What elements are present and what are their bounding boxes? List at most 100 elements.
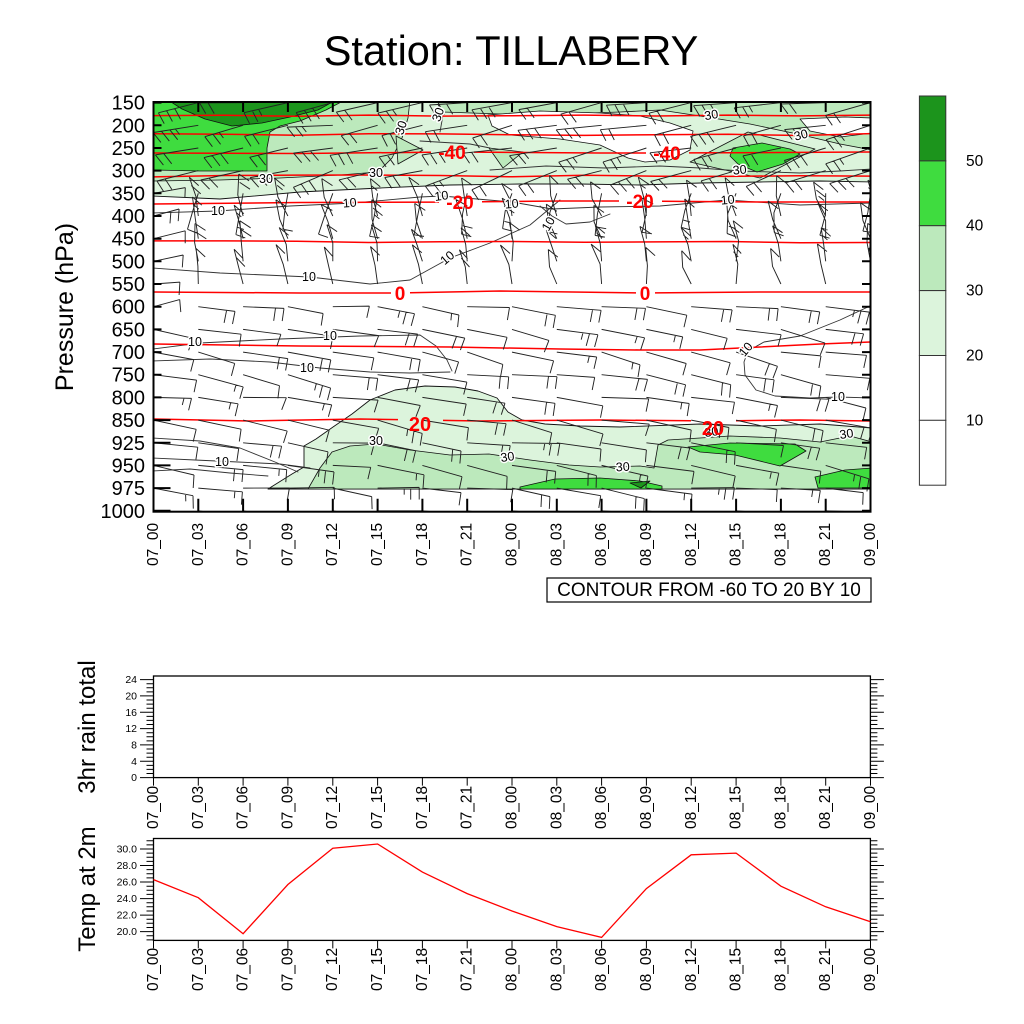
svg-text:30: 30: [792, 127, 809, 144]
svg-text:0: 0: [640, 284, 651, 305]
svg-text:07_18: 07_18: [414, 786, 431, 829]
svg-text:Temp at 2m: Temp at 2m: [74, 826, 101, 951]
svg-text:600: 600: [112, 297, 145, 319]
svg-text:30: 30: [369, 434, 383, 448]
svg-text:950: 950: [112, 455, 145, 477]
svg-text:10: 10: [966, 412, 984, 429]
svg-text:20: 20: [702, 418, 724, 440]
svg-text:08_12: 08_12: [683, 786, 700, 829]
svg-text:08_03: 08_03: [548, 786, 565, 829]
svg-text:08_06: 08_06: [593, 948, 610, 991]
svg-text:08_15: 08_15: [728, 523, 745, 566]
svg-text:500: 500: [112, 251, 145, 273]
svg-text:07_09: 07_09: [279, 948, 296, 991]
svg-text:10: 10: [720, 192, 735, 207]
svg-text:07_03: 07_03: [190, 948, 207, 991]
svg-text:1000: 1000: [101, 501, 146, 523]
svg-text:30: 30: [615, 460, 630, 475]
svg-text:450: 450: [112, 229, 145, 251]
svg-text:16: 16: [125, 707, 137, 719]
svg-text:10: 10: [302, 270, 316, 284]
svg-text:CONTOUR FROM -60 TO 20 BY 10: CONTOUR FROM -60 TO 20 BY 10: [557, 580, 861, 601]
svg-text:08_18: 08_18: [772, 786, 789, 829]
svg-text:50: 50: [966, 153, 984, 170]
svg-text:750: 750: [112, 365, 145, 387]
svg-text:07_00: 07_00: [145, 948, 162, 991]
svg-text:08_12: 08_12: [683, 948, 700, 991]
svg-text:30: 30: [966, 283, 984, 300]
svg-text:20: 20: [125, 690, 137, 702]
svg-text:07_09: 07_09: [279, 786, 296, 829]
svg-text:350: 350: [112, 183, 145, 205]
svg-text:07_15: 07_15: [369, 948, 386, 991]
svg-text:07_21: 07_21: [459, 786, 476, 829]
svg-text:07_06: 07_06: [235, 786, 252, 829]
svg-text:10: 10: [504, 196, 519, 211]
svg-text:650: 650: [112, 319, 145, 341]
svg-text:12: 12: [125, 723, 137, 735]
svg-text:10: 10: [211, 204, 225, 218]
svg-text:10: 10: [188, 335, 202, 349]
svg-text:0: 0: [395, 284, 406, 305]
svg-text:08_18: 08_18: [772, 523, 789, 566]
svg-text:09_00: 09_00: [862, 523, 879, 566]
svg-text:30: 30: [259, 172, 273, 186]
svg-text:30: 30: [392, 119, 410, 137]
svg-text:08_03: 08_03: [548, 523, 565, 566]
svg-text:07_12: 07_12: [324, 948, 341, 991]
svg-text:22.0: 22.0: [117, 910, 138, 922]
svg-text:08_06: 08_06: [593, 786, 610, 829]
svg-text:07_18: 07_18: [414, 523, 431, 566]
svg-text:07_12: 07_12: [324, 786, 341, 829]
svg-text:-20: -20: [446, 193, 473, 214]
svg-text:07_15: 07_15: [369, 523, 386, 566]
svg-text:800: 800: [112, 387, 145, 409]
svg-text:4: 4: [131, 756, 137, 768]
svg-text:30: 30: [732, 162, 747, 177]
svg-text:08_21: 08_21: [817, 523, 834, 566]
svg-text:07_15: 07_15: [369, 786, 386, 829]
svg-text:3hr rain total: 3hr rain total: [74, 660, 101, 793]
svg-text:-40: -40: [438, 143, 465, 164]
svg-text:10: 10: [323, 329, 337, 343]
svg-text:08_00: 08_00: [504, 786, 521, 829]
svg-text:-40: -40: [653, 144, 680, 165]
svg-text:07_03: 07_03: [190, 523, 207, 566]
svg-text:20: 20: [966, 348, 984, 365]
svg-text:550: 550: [112, 274, 145, 296]
svg-text:20: 20: [409, 414, 431, 436]
svg-text:975: 975: [112, 478, 145, 500]
svg-text:08_15: 08_15: [728, 786, 745, 829]
svg-text:850: 850: [112, 410, 145, 432]
svg-text:30: 30: [839, 426, 855, 442]
svg-text:08_09: 08_09: [638, 523, 655, 566]
svg-text:925: 925: [112, 433, 145, 455]
svg-text:250: 250: [112, 138, 145, 160]
svg-text:07_09: 07_09: [279, 523, 296, 566]
svg-text:0: 0: [131, 772, 137, 784]
svg-text:20.0: 20.0: [117, 926, 138, 938]
svg-text:700: 700: [112, 342, 145, 364]
svg-text:07_06: 07_06: [235, 523, 252, 566]
svg-text:10: 10: [215, 455, 229, 469]
svg-text:30: 30: [703, 107, 719, 123]
svg-text:30: 30: [429, 106, 447, 124]
svg-text:07_21: 07_21: [459, 948, 476, 991]
svg-text:30: 30: [369, 166, 383, 180]
svg-text:07_18: 07_18: [414, 948, 431, 991]
svg-text:-20: -20: [626, 192, 653, 213]
svg-text:10: 10: [342, 195, 357, 210]
svg-text:10: 10: [434, 188, 450, 204]
svg-text:08_03: 08_03: [548, 948, 565, 991]
svg-text:200: 200: [112, 115, 145, 137]
svg-text:08_06: 08_06: [593, 523, 610, 566]
svg-text:08_12: 08_12: [683, 523, 700, 566]
svg-text:30.0: 30.0: [117, 844, 138, 856]
svg-text:10: 10: [300, 361, 314, 375]
svg-text:300: 300: [112, 161, 145, 183]
svg-text:26.0: 26.0: [117, 877, 138, 889]
svg-text:Pressure (hPa): Pressure (hPa): [51, 223, 79, 391]
svg-text:400: 400: [112, 206, 145, 228]
svg-text:30: 30: [704, 424, 720, 440]
svg-text:08_18: 08_18: [772, 948, 789, 991]
